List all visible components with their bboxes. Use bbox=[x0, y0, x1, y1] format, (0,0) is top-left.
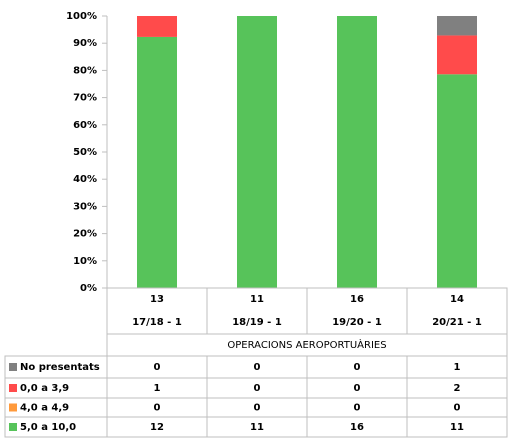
table-value: 0 bbox=[354, 362, 361, 373]
bar-segment bbox=[437, 16, 477, 36]
y-tick-label: 70% bbox=[73, 93, 97, 104]
table-cell bbox=[406, 416, 508, 438]
table-value: 0 bbox=[354, 403, 361, 414]
total-label: 11 bbox=[250, 294, 264, 305]
bar-segment bbox=[237, 16, 277, 288]
y-tick-label: 10% bbox=[73, 256, 97, 267]
table-value: 2 bbox=[454, 383, 461, 394]
table-value: 16 bbox=[350, 422, 364, 433]
total-label: 13 bbox=[150, 294, 164, 305]
legend-swatch bbox=[9, 423, 17, 431]
table-value: 12 bbox=[150, 422, 164, 433]
table-value: 0 bbox=[254, 362, 261, 373]
legend-swatch bbox=[9, 363, 17, 371]
bar-segment bbox=[137, 36, 177, 288]
legend-swatch bbox=[9, 384, 17, 392]
x-tick-label: 18/19 - 1 bbox=[232, 317, 282, 328]
legend-label: 5,0 a 10,0 bbox=[20, 422, 76, 433]
y-tick-label: 0% bbox=[80, 283, 97, 294]
x-tick-label: 17/18 - 1 bbox=[132, 317, 182, 328]
bar-segment bbox=[137, 16, 177, 37]
table-value: 0 bbox=[154, 403, 161, 414]
table-value: 0 bbox=[154, 362, 161, 373]
total-label: 14 bbox=[450, 294, 464, 305]
table-value: 1 bbox=[454, 362, 461, 373]
legend-swatch bbox=[9, 403, 17, 412]
y-tick-label: 40% bbox=[73, 174, 97, 185]
table-value: 0 bbox=[254, 403, 261, 414]
y-tick-label: 50% bbox=[73, 147, 97, 158]
x-tick-label: 19/20 - 1 bbox=[332, 317, 382, 328]
bar-segment bbox=[437, 74, 477, 289]
legend-label: 4,0 a 4,9 bbox=[20, 403, 69, 414]
table-value: 1 bbox=[154, 383, 161, 394]
x-tick-label: 20/21 - 1 bbox=[432, 317, 482, 328]
table-value: 0 bbox=[354, 383, 361, 394]
y-tick-label: 90% bbox=[73, 38, 97, 49]
legend-label: 0,0 a 3,9 bbox=[20, 383, 69, 394]
table-value: 0 bbox=[454, 403, 461, 414]
table-value: 11 bbox=[450, 422, 464, 433]
table-value: 0 bbox=[254, 383, 261, 394]
y-tick-label: 30% bbox=[73, 201, 97, 212]
y-tick-label: 60% bbox=[73, 120, 97, 131]
legend-label: No presentats bbox=[20, 362, 100, 373]
y-tick-label: 20% bbox=[73, 229, 97, 240]
table-value: 11 bbox=[250, 422, 264, 433]
y-tick-label: 100% bbox=[66, 11, 97, 22]
total-label: 16 bbox=[350, 294, 364, 305]
x-axis-label: OPERACIONS AEROPORTUÀRIES bbox=[227, 338, 386, 351]
y-tick-label: 80% bbox=[73, 65, 97, 76]
bar-segment bbox=[337, 16, 377, 288]
bar-segment bbox=[437, 35, 477, 75]
